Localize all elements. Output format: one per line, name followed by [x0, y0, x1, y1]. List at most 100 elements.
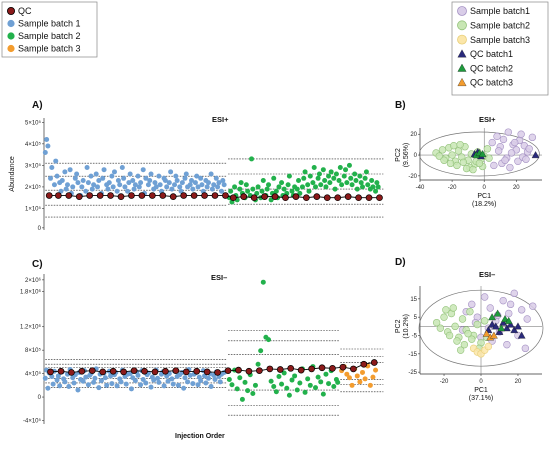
point-qc-9 — [138, 192, 146, 199]
point-sample-batch-1-51 — [131, 186, 137, 192]
pca-y-tick-label-3: 5 — [414, 315, 418, 321]
pca-x-label-1: (37.1%) — [469, 395, 494, 402]
point-sample-batch-2-10 — [252, 382, 258, 388]
y-tick-label-4: 1.8×10⁶ — [20, 289, 42, 296]
legend-marker-1 — [7, 19, 15, 28]
point-sample-batch-2-21 — [281, 370, 287, 376]
point-sample-batch-1-69 — [162, 177, 168, 183]
legend-r-label-0: Sample batch1 — [470, 6, 530, 16]
pca-point-sample-batch1-1 — [468, 300, 476, 309]
point-qc-16 — [211, 192, 219, 199]
point-sample-batch-1-41 — [114, 188, 120, 194]
point-sample-batch-1-102 — [220, 177, 226, 183]
pca-point-sample-batch2-23 — [464, 329, 472, 338]
point-sample-batch-1-63 — [151, 377, 157, 383]
point-sample-batch-1-28 — [91, 379, 97, 385]
point-sample-batch-1-88 — [195, 382, 201, 388]
pca-point-sample-batch2-14 — [445, 331, 454, 340]
point-sample-batch-1-97 — [211, 182, 217, 188]
point-qc-1 — [57, 367, 65, 375]
point-sample-batch-1-74 — [170, 381, 176, 387]
point-sample-batch-2-53 — [318, 182, 324, 188]
point-sample-batch-1-101 — [217, 379, 223, 385]
pca-point-qc-batch1-8 — [514, 322, 522, 330]
point-sample-batch-1-98 — [213, 175, 219, 181]
point-sample-batch-1-24 — [84, 165, 90, 171]
legend-top-left-frame — [1, 1, 98, 58]
pca-point-sample-batch2-20 — [459, 158, 468, 167]
pca-point-sample-batch1-4 — [486, 304, 494, 312]
point-qc-26 — [313, 193, 321, 200]
point-sample-batch-3-3 — [346, 375, 352, 381]
point-qc-20 — [250, 194, 258, 202]
pca-y-tick-label-1: -15 — [408, 352, 417, 358]
point-sample-batch-1-22 — [80, 177, 86, 183]
point-sample-batch-1-7 — [54, 377, 60, 383]
point-sample-batch-2-40 — [296, 177, 302, 183]
point-sample-batch-1-81 — [183, 171, 189, 177]
point-sample-batch-1-54 — [136, 184, 142, 190]
point-sample-batch-1-34 — [101, 167, 107, 173]
point-qc-1 — [55, 192, 62, 199]
pca-y-tick-label-2: -5 — [412, 334, 418, 340]
point-sample-batch-1-90 — [198, 378, 204, 384]
point-qc-32 — [376, 194, 383, 202]
point-sample-batch-1-3 — [48, 175, 54, 181]
point-qc-11 — [159, 192, 167, 199]
pca-point-qc-batch1-1 — [488, 320, 496, 328]
panel-b-title: ESI+ — [479, 115, 496, 124]
point-sample-batch-1-57 — [140, 376, 146, 382]
point-sample-batch-1-31 — [96, 385, 102, 391]
point-sample-batch-1-10 — [59, 177, 65, 183]
point-sample-batch-2-11 — [255, 361, 261, 367]
point-sample-batch-1-48 — [126, 180, 132, 186]
point-sample-batch-2-58 — [327, 180, 333, 186]
point-qc-13 — [182, 368, 190, 376]
point-sample-batch-1-63 — [152, 180, 158, 186]
point-sample-batch-1-13 — [64, 182, 70, 188]
legend-r-marker-2 — [457, 34, 467, 45]
point-sample-batch-1-2 — [45, 385, 51, 391]
pca-point-qc-batch2-0 — [488, 313, 496, 321]
pca-point-qc-batch1-2 — [491, 322, 500, 330]
point-sample-batch-3-4 — [349, 382, 355, 388]
point-sample-batch-3-8 — [360, 369, 366, 375]
pca-point-sample-batch1-22 — [506, 300, 515, 309]
point-sample-batch-1-30 — [95, 184, 101, 190]
pca-point-qc-batch1-6 — [506, 320, 515, 328]
point-sample-batch-2-31 — [307, 382, 313, 388]
point-sample-batch-2-42 — [299, 184, 305, 190]
point-sample-batch-2-48 — [310, 180, 316, 186]
point-sample-batch-2-55 — [322, 177, 328, 183]
point-sample-batch-2-14 — [250, 186, 256, 192]
point-qc-12 — [169, 193, 177, 200]
point-sample-batch-2-1 — [229, 382, 235, 388]
point-sample-batch-1-88 — [195, 184, 201, 190]
pca-point-qc-batch2-2 — [478, 150, 487, 158]
pca-point-sample-batch2-13 — [436, 324, 445, 332]
point-sample-batch-2-13 — [249, 156, 255, 162]
point-sample-batch-2-74 — [354, 186, 360, 192]
point-sample-batch-1-58 — [143, 175, 149, 181]
point-sample-batch-1-56 — [140, 167, 146, 173]
point-sample-batch-1-87 — [194, 173, 200, 179]
point-sample-batch-1-36 — [105, 186, 111, 192]
legend-label-2: Sample batch 2 — [18, 31, 81, 41]
pca-y-tick-label-0: -25 — [408, 370, 417, 376]
pca-y-tick-label-4: 15 — [410, 297, 417, 303]
point-qc-10 — [148, 192, 156, 199]
point-sample-batch-2-27 — [297, 380, 303, 386]
point-qc-2 — [68, 369, 75, 376]
point-qc-3 — [75, 193, 83, 200]
legend-label-0: QC — [18, 6, 32, 16]
pca-point-qc-batch1-4 — [499, 318, 508, 326]
point-sample-batch-1-19 — [75, 387, 81, 393]
point-qc-30 — [355, 194, 362, 202]
point-sample-batch-2-16 — [268, 378, 274, 384]
point-sample-batch-2-37 — [323, 371, 329, 377]
point-sample-batch-1-33 — [98, 378, 104, 384]
point-qc-14 — [190, 192, 198, 199]
chart-panel-b: -40 -20 0 20 -20 0 20 PC1(18.2%) PC2 (9.56%) — [395, 128, 542, 208]
point-sample-batch-2-19 — [276, 374, 282, 380]
point-sample-batch-1-61 — [148, 384, 154, 390]
